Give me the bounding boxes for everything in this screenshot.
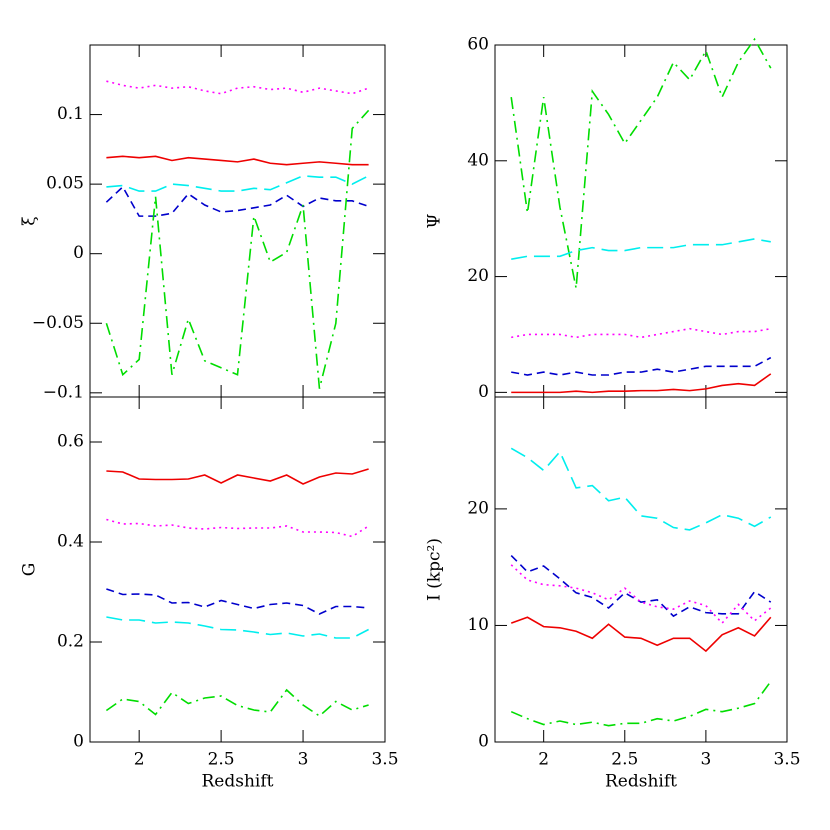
y-tick-label: 0 bbox=[73, 243, 84, 263]
series-line bbox=[511, 238, 771, 260]
y-tick-label: 0.1 bbox=[57, 104, 84, 124]
y-tick-label: 40 bbox=[467, 150, 489, 170]
x-tick-label: 2 bbox=[538, 750, 549, 770]
y-tick-label: 0 bbox=[73, 732, 84, 752]
series-line bbox=[106, 155, 369, 166]
series-line bbox=[106, 588, 369, 615]
y-axis-label: I (kpc²) bbox=[425, 538, 445, 601]
x-axis-label: Redshift bbox=[202, 772, 274, 792]
x-tick-label: 3 bbox=[298, 750, 309, 770]
plot-frame bbox=[89, 396, 386, 743]
y-tick-label: 0.4 bbox=[57, 532, 84, 552]
series-line bbox=[105, 688, 369, 718]
y-tick-label: 0.05 bbox=[46, 174, 84, 194]
series-line bbox=[511, 373, 772, 394]
plot-frame bbox=[494, 44, 788, 398]
series-line bbox=[106, 616, 369, 639]
plot-frame bbox=[494, 396, 788, 743]
series-line bbox=[510, 564, 772, 625]
series-line bbox=[106, 80, 369, 95]
y-tick-label: 0.6 bbox=[57, 432, 84, 452]
x-tick-label: 2 bbox=[134, 750, 145, 770]
y-tick-label: 0 bbox=[478, 732, 489, 752]
y-tick-label: 0.2 bbox=[57, 632, 84, 652]
y-tick-label: −0.05 bbox=[32, 313, 84, 333]
x-tick-label: 2.5 bbox=[208, 750, 235, 770]
y-axis-label: Ψ bbox=[425, 213, 445, 228]
series-line bbox=[106, 174, 369, 192]
y-axis-label: ξ bbox=[20, 216, 40, 225]
y-tick-label: −0.1 bbox=[43, 382, 84, 402]
x-tick-label: 2.5 bbox=[611, 750, 638, 770]
y-tick-label: 60 bbox=[467, 35, 489, 55]
series-line bbox=[511, 356, 772, 376]
y-tick-label: 0 bbox=[478, 382, 489, 402]
x-tick-label: 3.5 bbox=[773, 750, 800, 770]
series-line bbox=[510, 680, 772, 727]
series-line bbox=[511, 327, 771, 339]
y-axis-label: G bbox=[20, 563, 40, 577]
series-line bbox=[510, 616, 772, 653]
series-line bbox=[106, 468, 369, 485]
y-tick-label: 20 bbox=[467, 266, 489, 286]
plot-frame bbox=[89, 44, 386, 398]
series-line bbox=[105, 185, 369, 217]
x-tick-label: 3 bbox=[700, 750, 711, 770]
series-line bbox=[105, 109, 370, 389]
series-line bbox=[510, 554, 772, 618]
y-tick-label: 10 bbox=[467, 615, 489, 635]
x-axis-label: Redshift bbox=[605, 772, 677, 792]
series-line bbox=[510, 37, 772, 289]
x-tick-label: 3.5 bbox=[371, 750, 398, 770]
y-tick-label: 20 bbox=[467, 498, 489, 518]
series-line bbox=[510, 447, 772, 531]
series-line bbox=[106, 518, 370, 538]
